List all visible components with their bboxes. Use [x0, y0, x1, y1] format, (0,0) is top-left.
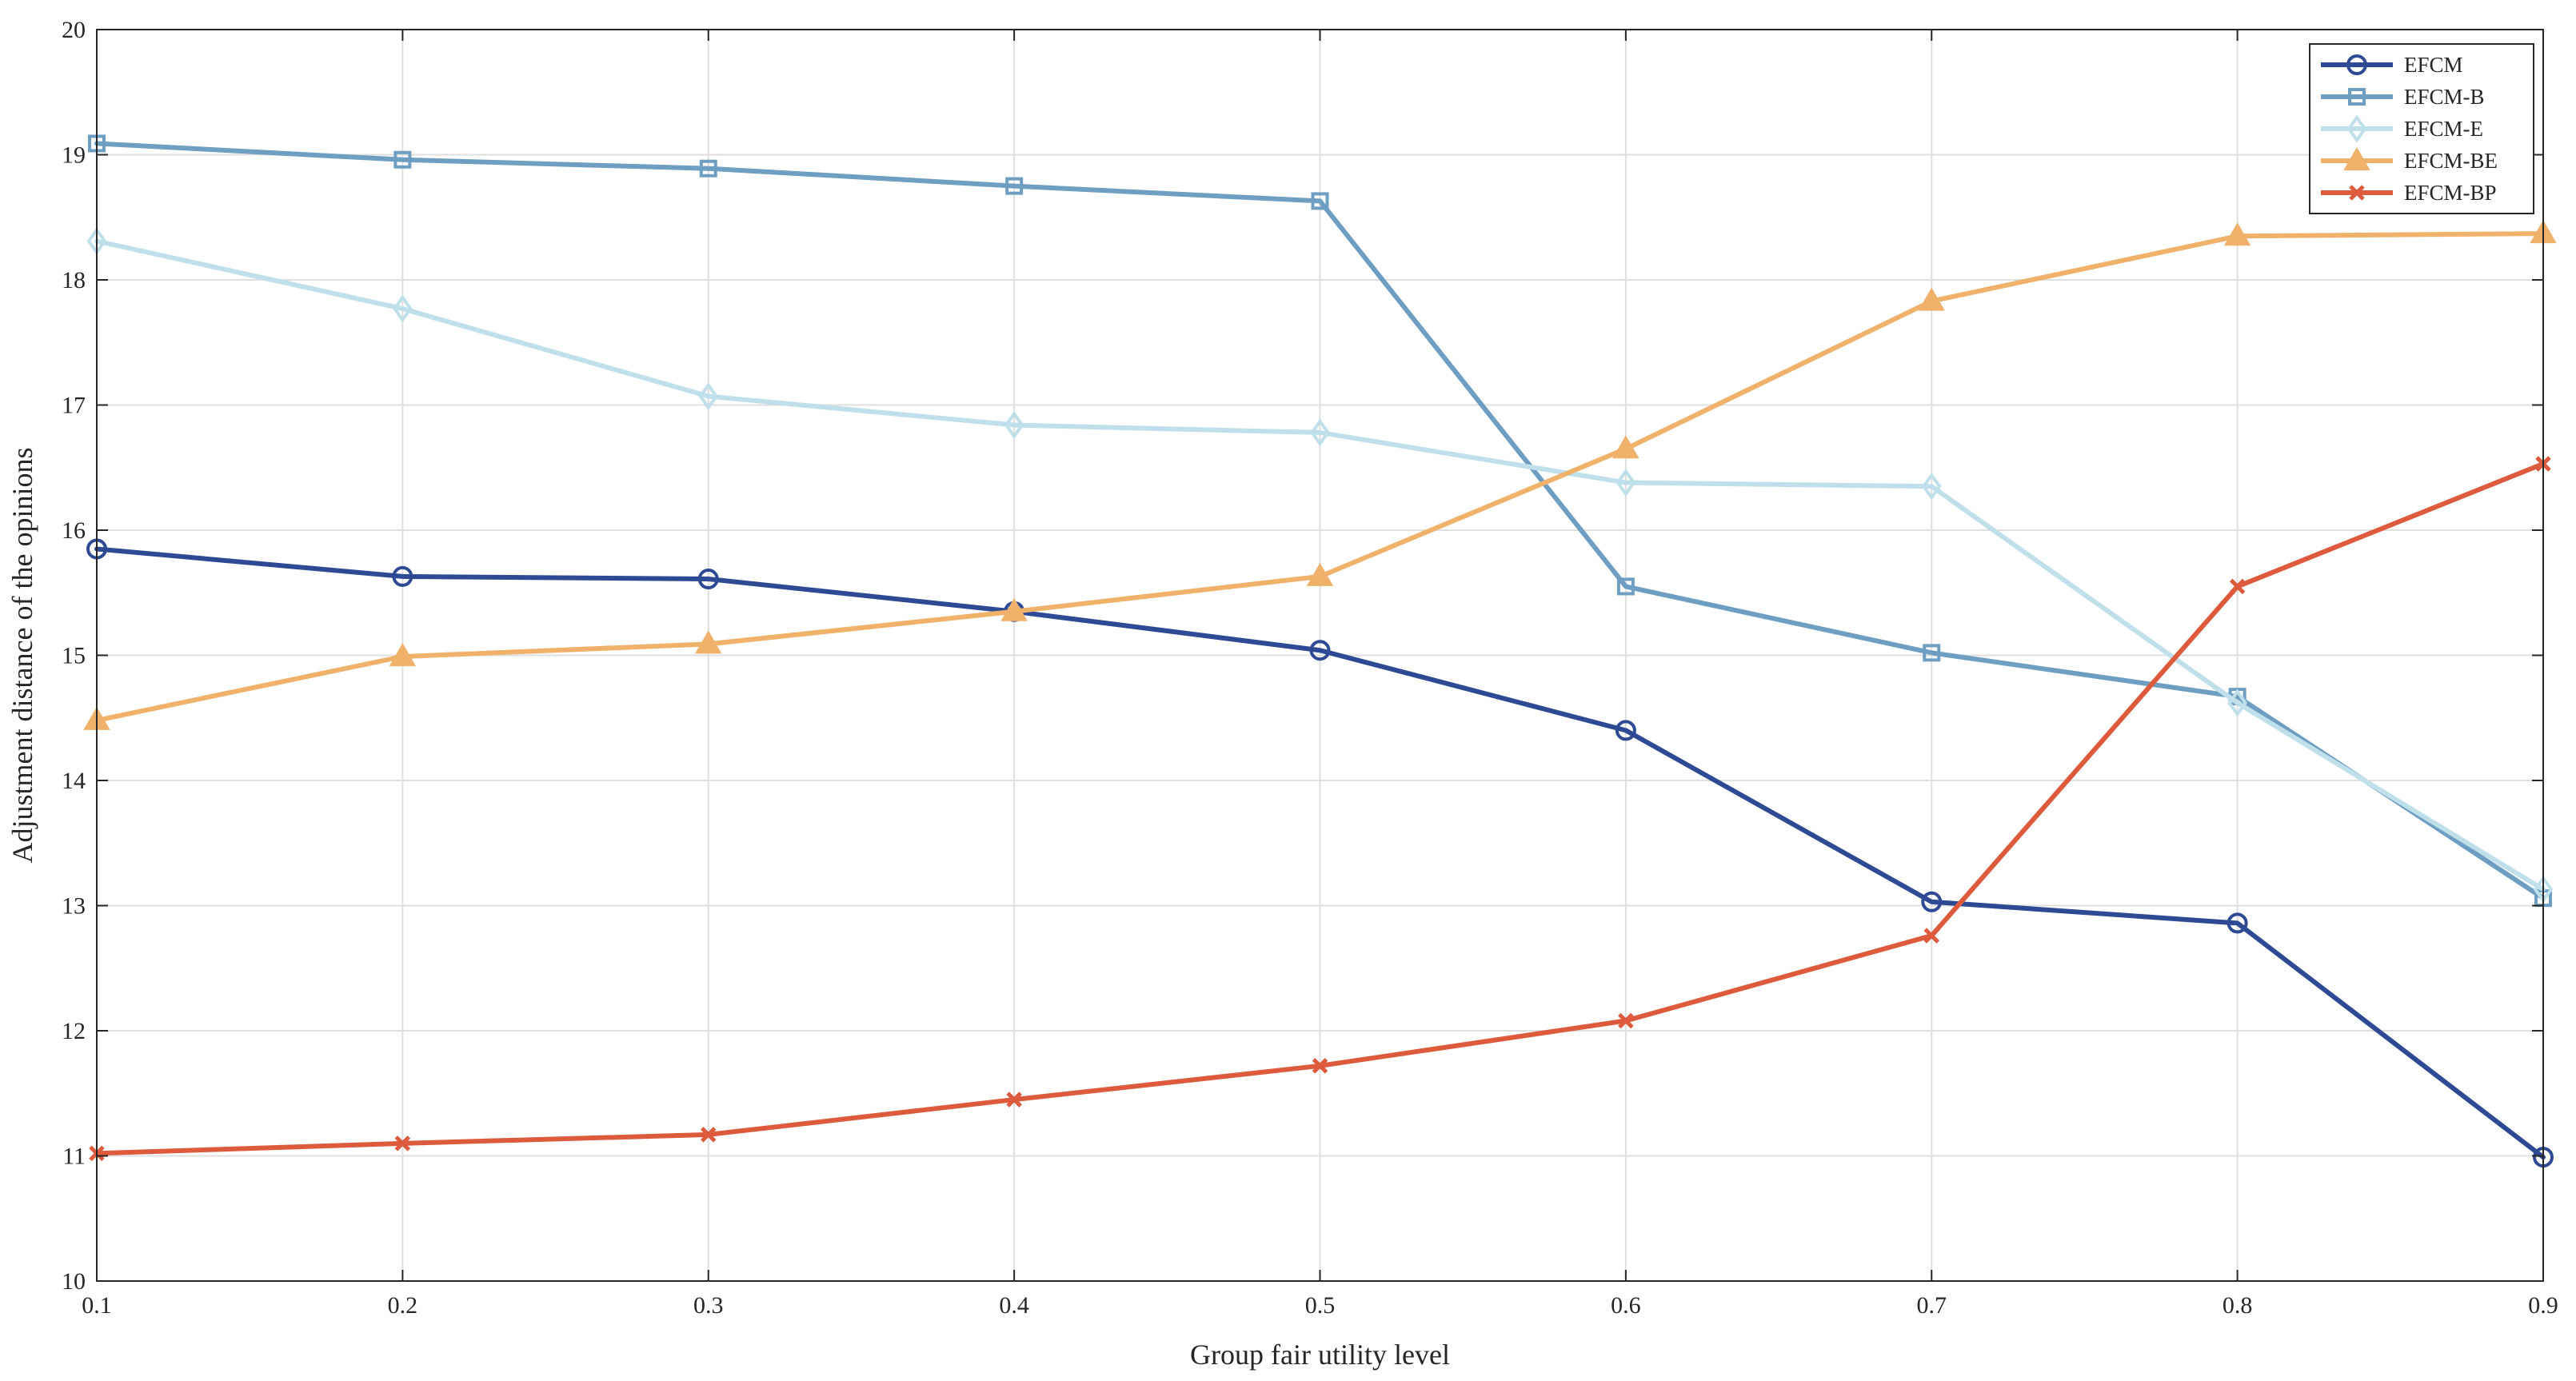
y-tick-label: 19 [62, 142, 86, 169]
data-point-efcm-bp [1923, 928, 1940, 944]
x-marker-stroke [1923, 928, 1940, 944]
data-point-efcm-e [1004, 411, 1024, 439]
y-tick-label: 10 [62, 1268, 86, 1295]
x-marker-stroke [394, 1136, 411, 1151]
x-tick-label: 0.1 [82, 1292, 112, 1319]
data-point-efcm [2227, 912, 2248, 934]
legend-marker-efcm-e [2346, 114, 2367, 143]
x-marker-stroke [1006, 1092, 1022, 1108]
x-marker-stroke [1312, 1058, 1328, 1074]
data-point-efcm-be [1918, 287, 1945, 311]
y-tick-label: 20 [62, 17, 86, 43]
data-point-efcm-e [1615, 469, 1636, 497]
legend: EFCM EFCM-B EFCM-E EFCM-BE EFCM-BP [2309, 43, 2534, 214]
legend-item-efcm-bp: EFCM-BP [2321, 181, 2497, 205]
legend-item-efcm-e: EFCM-E [2321, 114, 2483, 143]
data-point-efcm-e [1310, 418, 1330, 447]
legend-label-efcm-be: EFCM-BE [2404, 149, 2498, 173]
y-tick-label: 18 [62, 267, 86, 293]
y-tick-label: 17 [62, 393, 86, 419]
x-marker-stroke [1618, 1012, 1634, 1029]
data-point-efcm-b [1005, 177, 1024, 195]
data-point-efcm-bp [2229, 578, 2246, 595]
data-point-efcm-bp [394, 1136, 411, 1151]
data-point-efcm-b [1616, 577, 1635, 596]
y-tick-label: 15 [62, 643, 86, 669]
legend-label-efcm-bp: EFCM-BP [2404, 181, 2497, 205]
series-line-efcm-e [94, 238, 2546, 892]
data-point-efcm [697, 569, 719, 590]
data-point-efcm-be [1306, 562, 1334, 586]
x-marker-stroke [700, 1127, 717, 1143]
data-point-efcm [1921, 891, 1943, 912]
data-point-efcm [1615, 720, 1636, 741]
data-point-efcm-be [1000, 597, 1028, 621]
legend-item-efcm-be: EFCM-BE [2321, 146, 2498, 173]
series-line-efcm [94, 546, 2546, 1160]
data-point-efcm-be [389, 643, 417, 667]
data-point-efcm-bp [1618, 1012, 1634, 1029]
x-tick-label: 0.8 [2223, 1292, 2253, 1319]
data-point-efcm-b [699, 159, 717, 178]
legend-label-efcm-e: EFCM-E [2404, 117, 2483, 141]
x-tick-label: 0.3 [693, 1292, 724, 1319]
y-tick-label: 14 [62, 768, 86, 794]
x-tick-label: 0.6 [1611, 1292, 1641, 1319]
data-point-efcm-b [1311, 192, 1329, 210]
data-point-efcm [1309, 640, 1331, 661]
legend-marker-efcm-bp [2349, 185, 2365, 201]
data-point-efcm-e [698, 382, 719, 410]
data-point-efcm-bp [700, 1127, 717, 1143]
legend-item-efcm: EFCM [2321, 53, 2463, 77]
data-point-efcm-bp [1006, 1092, 1022, 1108]
plot-frame [96, 29, 2544, 1282]
data-point-efcm-e [2227, 689, 2248, 717]
data-point-efcm-bp [1312, 1058, 1328, 1074]
legend-marker-efcm-be [2343, 146, 2370, 170]
legend-item-efcm-b: EFCM-B [2321, 85, 2485, 109]
data-point-efcm-be [2223, 222, 2251, 246]
y-axis-label: Adjustment distance of the opinions [6, 448, 38, 864]
data-point-efcm [392, 565, 413, 587]
legend-label-efcm-b: EFCM-B [2404, 85, 2485, 109]
legend-marker-efcm-b [2348, 88, 2366, 106]
x-tick-label: 0.5 [1305, 1292, 1336, 1319]
legend-label-efcm: EFCM [2404, 53, 2463, 77]
data-point-efcm-e [1921, 472, 1942, 501]
data-point-efcm-b [393, 150, 412, 169]
x-tick-label: 0.9 [2528, 1292, 2558, 1319]
x-tick-label: 0.4 [999, 1292, 1029, 1319]
series-lines [83, 134, 2557, 1168]
data-point-efcm-be [695, 630, 722, 654]
y-tick-label: 11 [62, 1144, 86, 1170]
data-point-efcm-be [1612, 435, 1639, 459]
data-point-efcm-e [392, 294, 413, 323]
series-efcm-bp [89, 456, 2551, 1162]
axes: 0.1 0.2 0.3 0.4 0.5 0.6 0.7 0.8 0.9 10 11 12 13 14 15 1… [62, 17, 2558, 1319]
y-tick-label: 13 [62, 893, 86, 920]
legend-marker-efcm [2346, 54, 2367, 75]
x-marker-stroke [2229, 578, 2246, 595]
y-tick-label: 12 [62, 1018, 86, 1044]
x-axis-label: Group fair utility level [1190, 1339, 1450, 1371]
data-point-efcm-b [1923, 644, 1941, 662]
y-tick-label: 16 [62, 517, 86, 544]
x-tick-label: 0.2 [388, 1292, 418, 1319]
series-line-efcm-b [94, 141, 2546, 901]
x-marker-stroke [2349, 185, 2365, 201]
x-tick-label: 0.7 [1917, 1292, 1947, 1319]
